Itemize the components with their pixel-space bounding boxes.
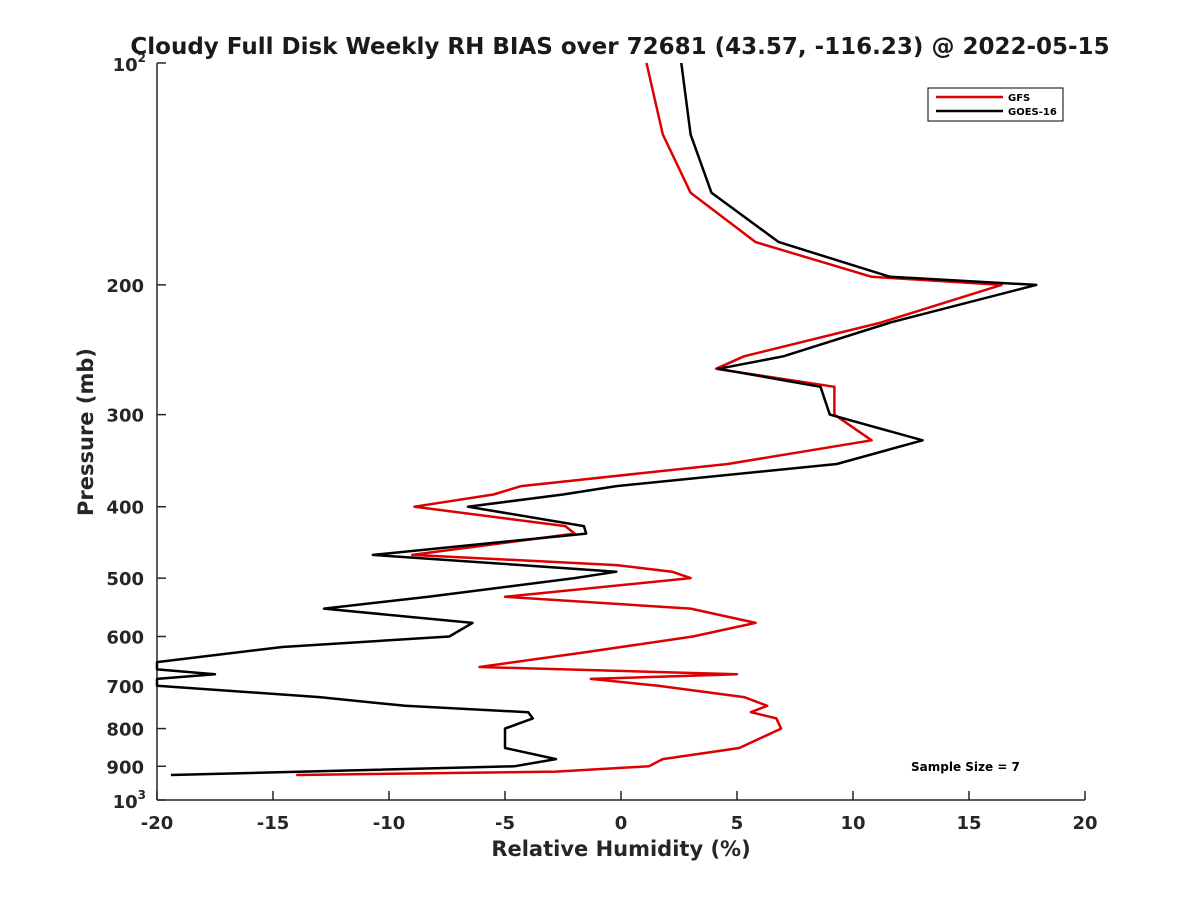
y-tick-label: 900 (106, 757, 144, 778)
y-tick-label: 600 (106, 627, 144, 648)
y-tick-label: 103 (113, 788, 146, 813)
y-tick-label: 102 (113, 51, 146, 76)
y-tick-label: 400 (106, 498, 144, 519)
x-axis-ticks: -20 -15 -10 -5 0 5 10 15 20 (141, 791, 1098, 834)
y-tick-label: 700 (106, 677, 144, 698)
x-tick-label: -15 (257, 813, 290, 834)
series-lines (155, 62, 1038, 777)
x-tick-label: 15 (956, 813, 981, 834)
y-tick-exponent: 3 (138, 788, 146, 802)
legend: GFS GOES-16 (927, 87, 1064, 122)
x-tick-label: 5 (731, 813, 744, 834)
y-tick-exponent: 2 (138, 51, 146, 65)
series-line-gfs (296, 62, 1003, 777)
x-tick-label: -5 (495, 813, 515, 834)
y-tick-label: 300 (106, 406, 144, 427)
y-tick-label: 800 (106, 720, 144, 741)
x-tick-label: -20 (141, 813, 174, 834)
y-tick-base: 10 (113, 792, 138, 813)
y-tick-label: 500 (106, 569, 144, 590)
x-axis-label: Relative Humidity (%) (491, 837, 750, 861)
chart-title: Cloudy Full Disk Weekly RH BIAS over 726… (130, 34, 1109, 60)
sample-size-annotation: Sample Size = 7 (911, 760, 1020, 774)
series-line-goes16 (155, 62, 1038, 777)
legend-label-goes16: GOES-16 (1008, 107, 1057, 118)
x-tick-label: 10 (840, 813, 865, 834)
y-tick-base: 10 (113, 55, 138, 76)
legend-label-gfs: GFS (1008, 93, 1030, 104)
y-axis-label: Pressure (mb) (74, 348, 98, 516)
x-tick-label: -10 (373, 813, 406, 834)
x-tick-label: 0 (615, 813, 628, 834)
legend-box (927, 87, 1064, 122)
x-tick-label: 20 (1072, 813, 1097, 834)
y-tick-label: 200 (106, 276, 144, 297)
